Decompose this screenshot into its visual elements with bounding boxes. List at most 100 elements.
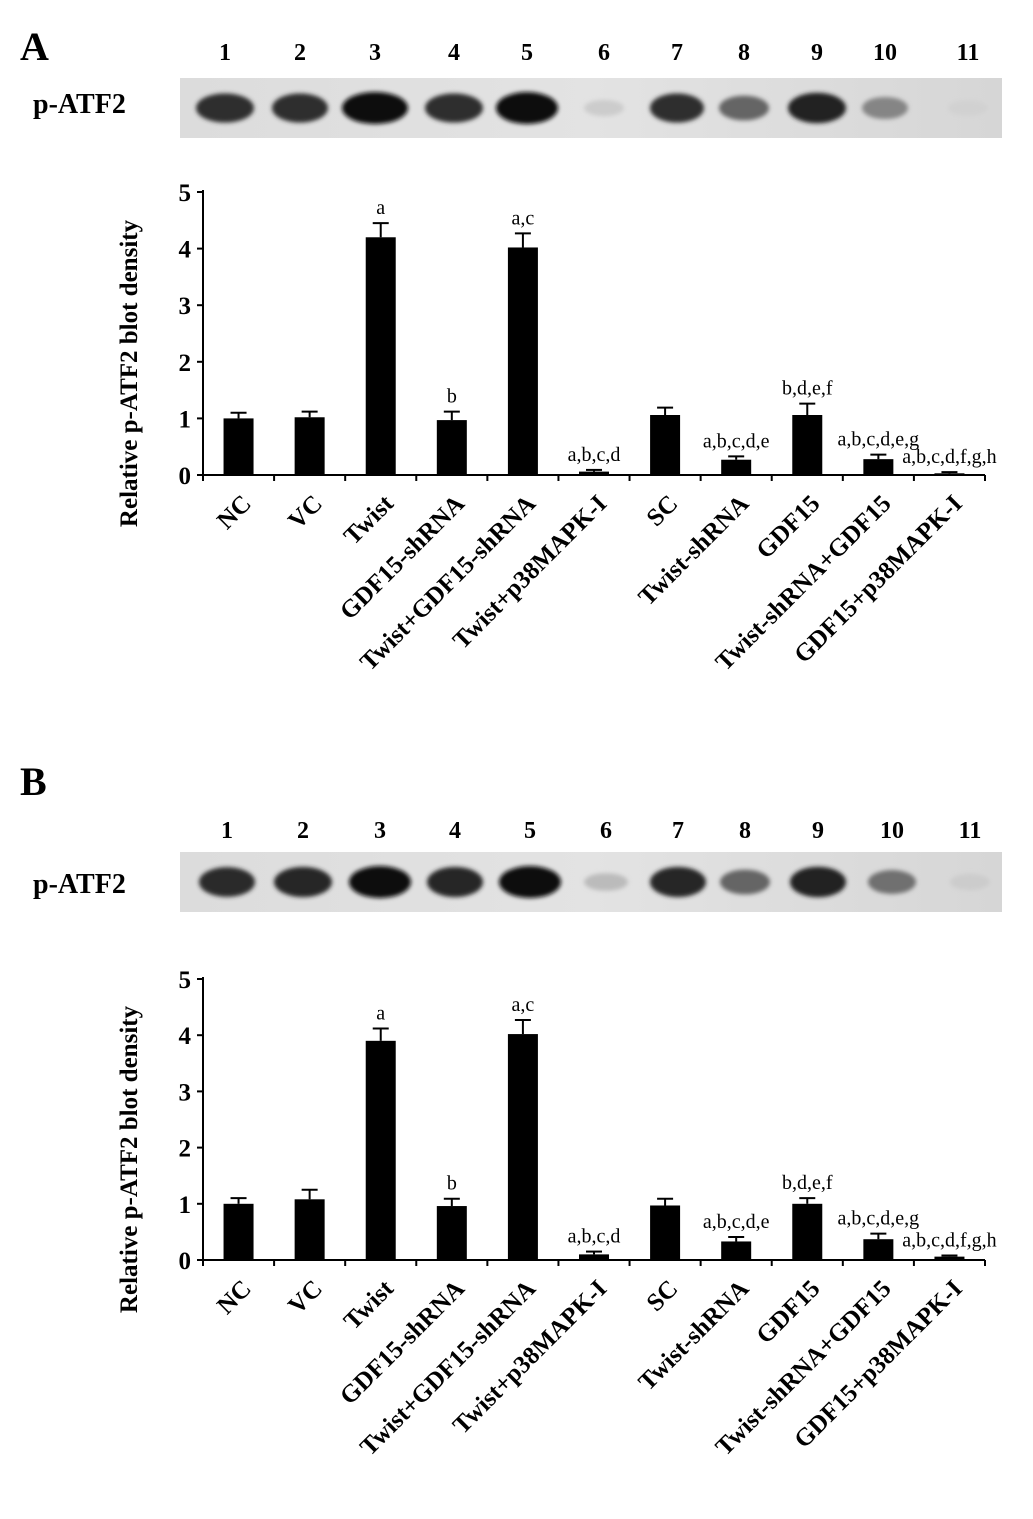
bar xyxy=(365,1040,396,1260)
blot-band xyxy=(788,92,846,124)
significance-label: a,b,c,d,e xyxy=(703,1211,770,1233)
bar xyxy=(863,1239,894,1260)
y-tick-label: 1 xyxy=(179,1192,192,1219)
lane-number: 8 xyxy=(739,818,751,844)
panel-b-blot-label: p-ATF2 xyxy=(33,869,126,900)
bar xyxy=(294,417,325,475)
significance-label: a,b,c,d,e,g xyxy=(838,429,920,451)
blot-band xyxy=(274,866,332,898)
x-tick-label: VC xyxy=(283,490,328,535)
significance-label: b xyxy=(447,1173,457,1195)
significance-label: b,d,e,f xyxy=(782,1172,833,1194)
y-tick-label: 1 xyxy=(179,406,192,433)
blot-band xyxy=(719,95,769,121)
x-tick-label: SC xyxy=(642,1275,684,1317)
significance-label: a xyxy=(376,1002,385,1024)
panel-a-western-blot xyxy=(180,78,1002,138)
lane-number: 1 xyxy=(221,818,233,844)
panel-b-letter: B xyxy=(20,759,47,804)
bar xyxy=(721,459,752,475)
lane-number: 5 xyxy=(524,818,536,844)
x-tick-label: NC xyxy=(212,490,257,535)
bar xyxy=(934,473,965,475)
blot-band xyxy=(272,93,328,123)
blot-band xyxy=(950,873,990,891)
x-tick-label: SC xyxy=(642,490,684,532)
x-tick-label: GDF15-shRNA xyxy=(335,490,470,625)
significance-label: a,c xyxy=(512,994,535,1016)
panel-b-western-blot xyxy=(180,852,1002,912)
y-tick-label: 4 xyxy=(179,1023,192,1050)
y-tick-label: 5 xyxy=(179,180,192,207)
lane-number: 10 xyxy=(880,818,904,844)
significance-label: a,b,c,d,f,g,h xyxy=(902,446,996,468)
x-tick-label: Twist xyxy=(339,1275,399,1335)
y-tick-label: 2 xyxy=(179,350,192,377)
bar xyxy=(294,1199,325,1260)
significance-label: a,b,c,d,f,g,h xyxy=(902,1230,996,1252)
y-tick-label: 3 xyxy=(179,293,192,320)
blot-band xyxy=(196,93,254,123)
lane-number: 5 xyxy=(521,40,533,66)
bar xyxy=(721,1241,752,1260)
lane-number: 7 xyxy=(671,40,683,66)
significance-label: a,b,c,d xyxy=(568,444,621,466)
bar xyxy=(223,418,254,475)
bar xyxy=(650,1205,681,1260)
y-tick-label: 4 xyxy=(179,237,192,264)
panel-b-bar-chart: 0 1 2 3 4 5 Relative p-ATF2 blot density NC VC a T… xyxy=(116,967,997,1461)
bar xyxy=(934,1256,965,1260)
blot-band xyxy=(948,100,988,116)
bar xyxy=(223,1203,254,1260)
blot-band xyxy=(199,867,255,897)
significance-label: a,b,c,d xyxy=(568,1226,621,1248)
panel-a-letter: A xyxy=(20,24,49,69)
bar xyxy=(436,420,467,475)
lane-number: 6 xyxy=(600,818,612,844)
blot-band xyxy=(496,92,558,124)
lane-number: 9 xyxy=(812,818,824,844)
significance-label: a,c xyxy=(512,207,535,229)
y-tick-label: 3 xyxy=(179,1079,192,1106)
x-tick-label: VC xyxy=(283,1275,328,1320)
y-tick-label: 0 xyxy=(179,463,192,490)
y-axis-label: Relative p-ATF2 blot density xyxy=(116,1005,143,1313)
significance-label: b,d,e,f xyxy=(782,378,833,400)
y-tick-label: 2 xyxy=(179,1136,192,1163)
lane-number: 11 xyxy=(959,818,982,844)
bar xyxy=(365,237,396,475)
significance-label: a,b,c,d,e,g xyxy=(838,1208,920,1230)
bar xyxy=(436,1206,467,1260)
blot-band xyxy=(720,869,770,895)
panel-a-blot-label: p-ATF2 xyxy=(33,89,126,120)
blot-band xyxy=(650,866,706,898)
panel-a-lane-numbers: 1 2 3 4 5 6 7 8 9 10 11 xyxy=(219,40,979,66)
significance-label: b xyxy=(447,386,457,408)
y-tick-label: 5 xyxy=(179,967,192,994)
blot-band xyxy=(427,866,483,898)
panel-b-lane-numbers: 1 2 3 4 5 6 7 8 9 10 11 xyxy=(221,818,981,844)
lane-number: 2 xyxy=(294,40,306,66)
y-tick-label: 0 xyxy=(179,1248,192,1275)
lane-number: 10 xyxy=(873,40,897,66)
panel-a-bar-chart: 0 1 2 3 4 5 Relative p-ATF2 blot density NC VC a T… xyxy=(116,180,997,676)
blot-band xyxy=(868,870,916,894)
x-tick-label: Twist xyxy=(339,490,399,550)
lane-number: 3 xyxy=(369,40,381,66)
blot-band xyxy=(349,866,411,898)
x-tick-label: GDF15-shRNA xyxy=(335,1275,470,1410)
bar xyxy=(863,459,894,475)
blot-band xyxy=(790,866,846,898)
bar xyxy=(650,415,681,475)
blot-band xyxy=(650,93,704,123)
lane-number: 3 xyxy=(374,818,386,844)
bar xyxy=(507,247,538,475)
lane-number: 8 xyxy=(738,40,750,66)
x-tick-label: NC xyxy=(212,1275,257,1320)
bar xyxy=(507,1034,538,1260)
significance-label: a,b,c,d,e xyxy=(703,430,770,452)
lane-number: 4 xyxy=(448,40,460,66)
blot-band xyxy=(499,866,561,898)
lane-number: 2 xyxy=(297,818,309,844)
